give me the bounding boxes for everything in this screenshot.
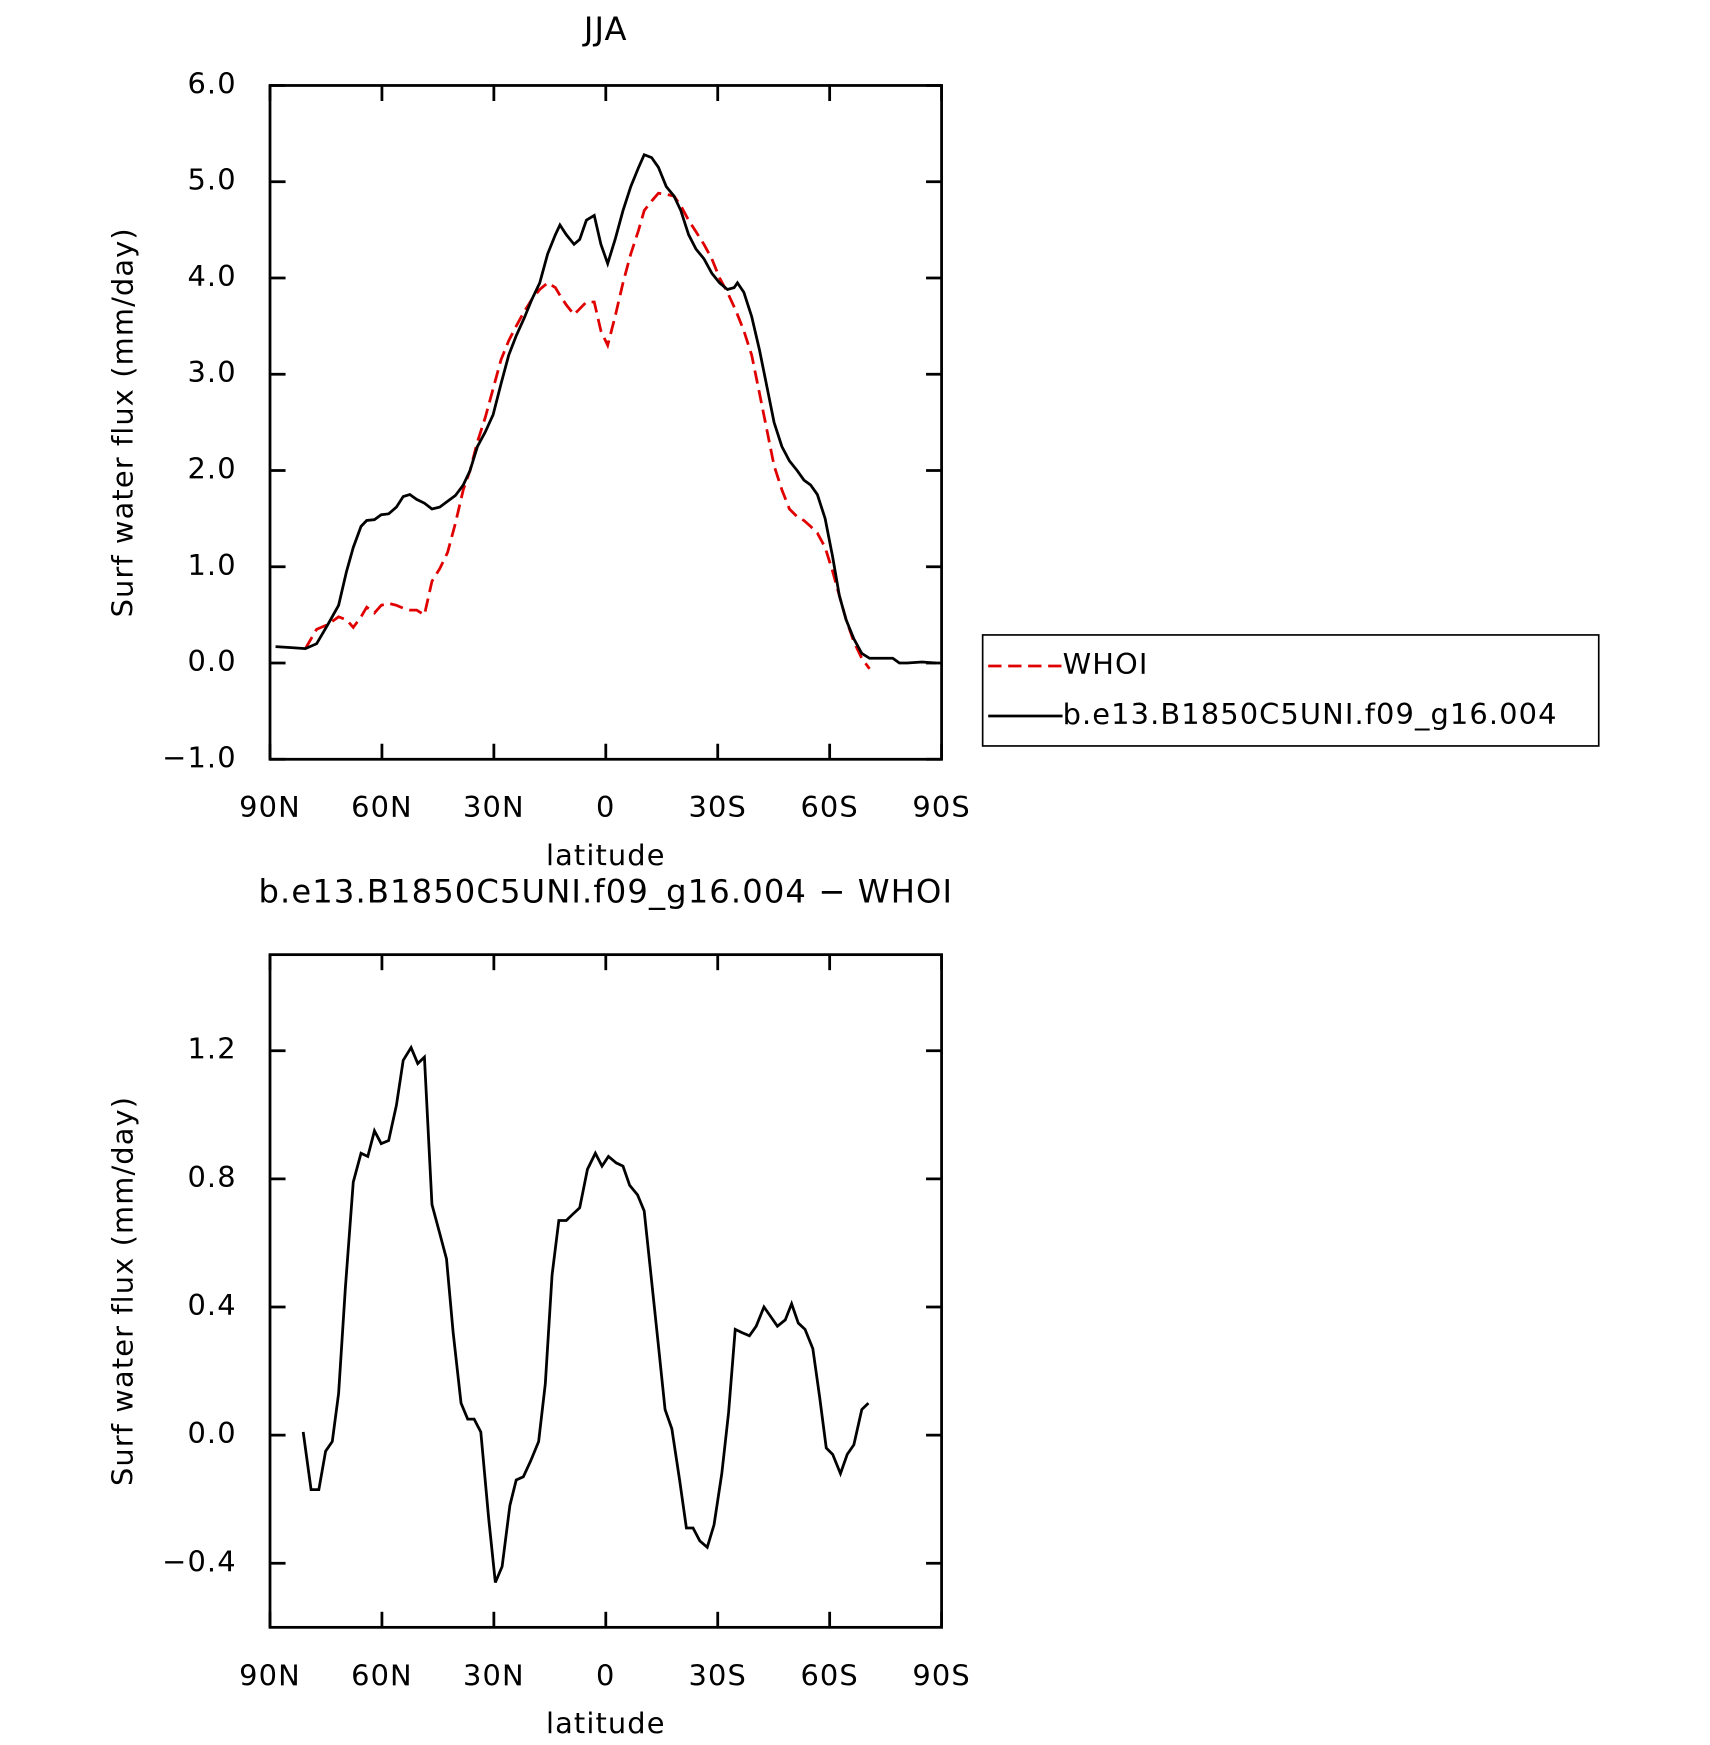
y-tick-label: 6.0 <box>187 66 236 100</box>
x-tick-label: 30N <box>463 1658 525 1692</box>
x-axis-label: latitude <box>546 1706 666 1740</box>
y-tick-label: 0.4 <box>187 1288 236 1322</box>
y-axis-label: Surf water flux (mm/day) <box>106 1096 140 1486</box>
legend-box <box>981 634 1600 747</box>
y-tick-label: −0.4 <box>162 1544 237 1578</box>
x-tick-label: 90N <box>239 1658 301 1692</box>
x-tick-label: 30S <box>689 790 747 824</box>
x-tick-label: 0 <box>596 790 615 824</box>
x-axis-label: latitude <box>546 838 666 872</box>
data-line <box>304 191 871 670</box>
y-tick-label: 0.8 <box>187 1160 236 1194</box>
data-line <box>301 1044 870 1584</box>
y-tick-label: 3.0 <box>187 355 236 389</box>
chart-title: b.e13.B1850C5UNI.f09_g16.004 − WHOI <box>259 873 954 911</box>
y-tick-label: 0.0 <box>187 1416 236 1450</box>
x-tick-label: 0 <box>596 1658 615 1692</box>
x-tick-label: 90S <box>912 1658 970 1692</box>
y-tick-label: 2.0 <box>187 452 236 486</box>
y-tick-label: −1.0 <box>162 740 237 774</box>
x-tick-label: 60N <box>351 790 413 824</box>
y-axis-label: Surf water flux (mm/day) <box>106 227 140 617</box>
x-tick-label: 60S <box>800 1658 858 1692</box>
plot-frame <box>268 84 943 761</box>
y-tick-label: 0.0 <box>187 644 236 678</box>
x-tick-label: 30N <box>463 790 525 824</box>
x-tick-label: 60S <box>800 790 858 824</box>
y-tick-label: 1.0 <box>187 548 236 582</box>
y-tick-label: 4.0 <box>187 259 236 293</box>
x-tick-label: 60N <box>351 1658 413 1692</box>
plot-frame <box>268 953 943 1629</box>
data-line <box>275 152 937 665</box>
x-tick-label: 90S <box>912 790 970 824</box>
chart-title: JJA <box>582 10 628 48</box>
x-tick-label: 30S <box>689 1658 747 1692</box>
legend-label: b.e13.B1850C5UNI.f09_g16.004 <box>1063 697 1558 731</box>
x-tick-label: 90N <box>239 790 301 824</box>
legend-label: WHOI <box>1063 647 1149 681</box>
y-tick-label: 5.0 <box>187 163 236 197</box>
y-tick-label: 1.2 <box>187 1032 236 1066</box>
